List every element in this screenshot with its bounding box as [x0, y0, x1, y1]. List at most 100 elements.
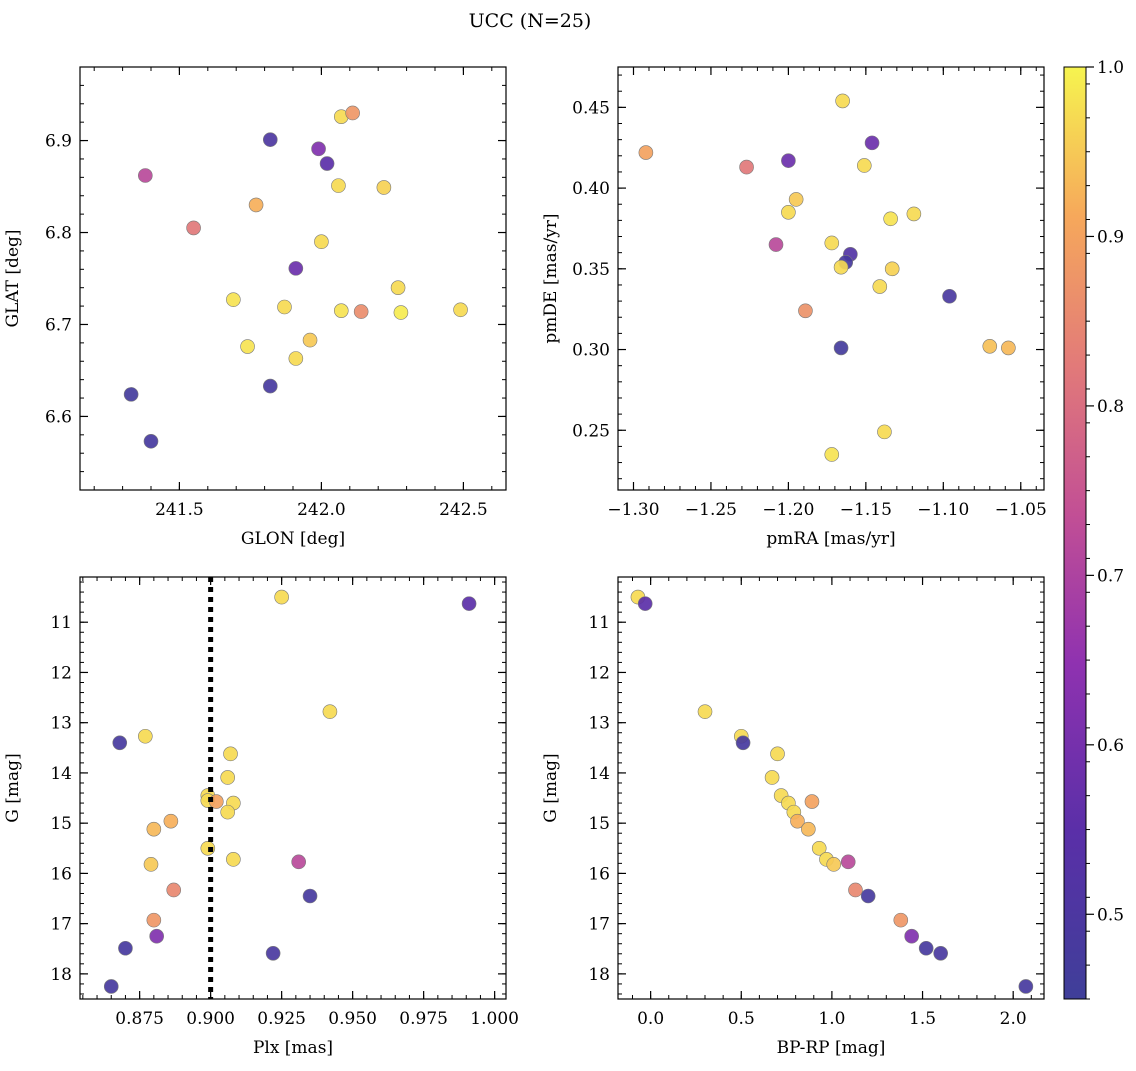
scatter-point — [314, 234, 329, 250]
x-tick-label: 242.5 — [439, 500, 488, 520]
scatter-point — [186, 220, 201, 236]
scatter-point — [322, 704, 338, 719]
scatter-point — [248, 197, 264, 213]
x-tick-label: −1.30 — [607, 500, 659, 520]
x-tick-label: 0.925 — [257, 1009, 306, 1029]
panel-glon-glat: 241.5 242.0 242.5 6.6 6.7 6.8 6.9 GLON [deg] GLA… — [3, 66, 507, 549]
x-tick-label: −1.15 — [840, 500, 892, 520]
scatter-points — [630, 589, 1034, 994]
scatter-point — [226, 292, 241, 307]
scatter-point — [735, 735, 751, 751]
scatter-point — [390, 280, 406, 295]
y-tick-label: 17 — [588, 915, 610, 935]
scatter-point — [877, 424, 892, 440]
scatter-point — [770, 746, 785, 762]
scatter-point — [1001, 340, 1016, 356]
scatter-point — [798, 303, 813, 319]
y-tick-label: 0.35 — [572, 260, 610, 280]
scatter-point — [319, 156, 335, 171]
scatter-point — [461, 596, 477, 611]
scatter-point — [138, 168, 153, 183]
scatter-point — [833, 259, 849, 275]
x-axis-label: pmRA [mas/yr] — [766, 529, 895, 549]
scatter-point — [790, 813, 805, 829]
scatter-point — [376, 180, 392, 195]
y-tick-label: 14 — [50, 764, 72, 784]
scatter-point — [804, 794, 820, 809]
scatter-point — [166, 882, 182, 898]
scatter-point — [883, 211, 898, 227]
y-axis-label: G [mag] — [541, 753, 561, 822]
scatter-point — [223, 746, 238, 762]
x-tick-label: 241.5 — [155, 500, 204, 520]
y-tick-label: 14 — [588, 764, 610, 784]
scatter-point — [453, 302, 468, 318]
colorbar-tick-label: 0.8 — [1097, 397, 1124, 417]
colorbar: 0.5 0.6 0.7 0.8 0.9 1.0 — [1063, 58, 1124, 1000]
scatter-point — [860, 888, 876, 904]
scatter-points — [123, 105, 468, 449]
y-axis-label: G [mag] — [3, 753, 23, 822]
scatter-point — [768, 237, 784, 252]
colorbar-tick-label: 0.5 — [1097, 905, 1124, 925]
scatter-point — [220, 770, 235, 785]
y-tick-label: 18 — [588, 965, 610, 985]
scatter-point — [904, 928, 919, 944]
scatter-point — [1018, 979, 1034, 994]
scatter-point — [788, 192, 804, 207]
scatter-point — [302, 888, 318, 904]
y-tick-label: 12 — [50, 663, 72, 683]
axes-frame — [617, 66, 1045, 491]
y-tick-label: 0.40 — [572, 179, 610, 199]
scatter-point — [638, 145, 654, 160]
scatter-point — [826, 857, 842, 872]
colorbar-gradient — [1063, 66, 1087, 1000]
x-tick-label: 0.950 — [328, 1009, 377, 1029]
scatter-point — [291, 854, 306, 870]
scatter-point — [163, 813, 179, 829]
scatter-point — [333, 303, 349, 318]
y-tick-label: 11 — [588, 613, 610, 633]
x-tick-label: −1.20 — [762, 500, 814, 520]
y-tick-label: 6.6 — [45, 407, 72, 427]
y-tick-label: 15 — [50, 814, 72, 834]
scatter-point — [112, 735, 128, 751]
y-axis-label: pmDE [mas/yr] — [541, 213, 561, 343]
x-tick-label: 2.0 — [1000, 1009, 1027, 1029]
colorbar-tick-label: 1.0 — [1097, 58, 1124, 78]
scatter-point — [149, 928, 164, 944]
scatter-point — [118, 940, 133, 956]
x-axis-label: Plx [mas] — [253, 1038, 333, 1058]
x-axis-label: BP-RP [mag] — [777, 1038, 886, 1058]
scatter-point — [884, 261, 900, 277]
scatter-point — [331, 178, 346, 193]
colorbar-tick-label: 0.9 — [1097, 227, 1124, 247]
scatter-point — [739, 159, 754, 175]
y-tick-label: 6.9 — [45, 132, 72, 152]
y-tick-label: 16 — [588, 864, 610, 884]
y-tick-label: 0.45 — [572, 98, 610, 118]
panel-bprp-g: 0.0 0.5 1.0 1.5 2.0 11 12 13 14 15 16 17 18 BP-RP [ma… — [541, 576, 1045, 1058]
x-tick-label: 1.000 — [470, 1009, 519, 1029]
scatter-point — [265, 945, 281, 961]
scatter-point — [274, 589, 289, 605]
scatter-point — [906, 206, 922, 222]
y-tick-label: 11 — [50, 613, 72, 633]
scatter-point — [345, 105, 360, 121]
scatter-point — [220, 804, 235, 820]
scatter-point — [811, 840, 827, 856]
scatter-point — [393, 305, 409, 320]
scatter-point — [240, 339, 255, 354]
scatter-point — [138, 728, 153, 744]
y-tick-label: 12 — [588, 663, 610, 683]
axes-frame — [79, 576, 507, 1000]
scatter-point — [781, 153, 796, 168]
scatter-point — [781, 205, 796, 220]
y-tick-label: 0.25 — [572, 421, 610, 441]
scatter-points — [103, 589, 477, 994]
scatter-point — [123, 387, 139, 402]
y-tick-label: 17 — [50, 915, 72, 935]
figure-title: UCC (N=25) — [469, 10, 592, 32]
x-tick-label: −1.05 — [995, 500, 1047, 520]
scatter-point — [146, 821, 162, 837]
